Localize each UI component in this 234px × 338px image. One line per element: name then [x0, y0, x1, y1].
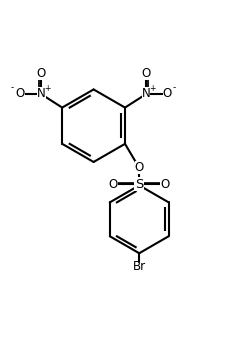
Text: S: S: [135, 178, 143, 191]
Text: O: O: [37, 67, 46, 80]
Text: O: O: [162, 87, 172, 100]
Text: +: +: [44, 84, 51, 93]
Text: -: -: [11, 83, 14, 92]
Text: O: O: [160, 178, 170, 191]
Text: N: N: [142, 87, 150, 100]
Text: +: +: [150, 84, 156, 93]
Text: -: -: [173, 83, 176, 92]
Text: O: O: [135, 161, 144, 174]
Text: O: O: [141, 67, 151, 80]
Text: N: N: [37, 87, 45, 100]
Text: Br: Br: [133, 260, 146, 273]
Text: O: O: [109, 178, 118, 191]
Text: O: O: [15, 87, 25, 100]
